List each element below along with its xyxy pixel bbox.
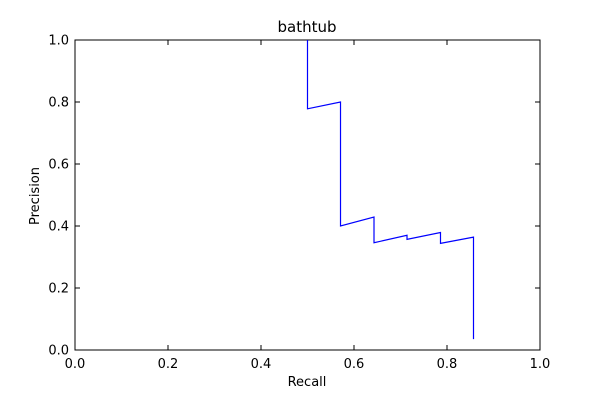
x-axis-label: Recall	[288, 375, 327, 390]
y-tick-label: 1.0	[48, 34, 69, 49]
x-tick-label: 0.6	[344, 357, 365, 372]
x-tick-label: 0.0	[65, 357, 86, 372]
y-tick-label: 0.0	[48, 344, 69, 359]
x-tick-label: 1.0	[530, 357, 551, 372]
x-tick-label: 0.4	[251, 357, 272, 372]
y-axis: 0.0 0.2 0.4 0.6 0.8 1.0	[48, 34, 540, 359]
y-tick-label: 0.2	[48, 282, 69, 297]
x-axis: 0.0 0.2 0.4 0.6 0.8 1.0	[65, 40, 551, 372]
x-tick-label: 0.8	[437, 357, 458, 372]
series-line	[306, 40, 475, 340]
y-axis-label: Precision	[28, 167, 43, 225]
x-tick-label: 0.2	[158, 357, 179, 372]
y-tick-label: 0.6	[48, 158, 69, 173]
chart-title: bathtub	[277, 18, 336, 36]
y-tick-label: 0.4	[48, 220, 69, 235]
series-layer	[306, 40, 475, 340]
y-tick-label: 0.8	[48, 96, 69, 111]
